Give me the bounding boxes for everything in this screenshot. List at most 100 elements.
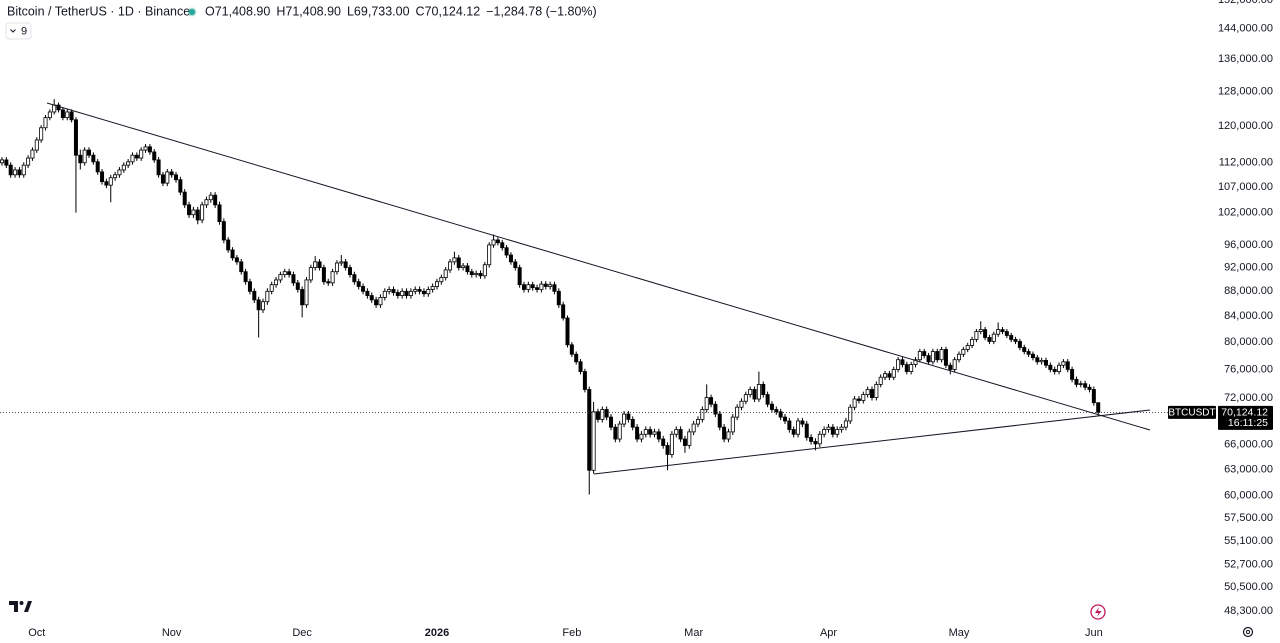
candle-body bbox=[500, 242, 505, 249]
candle-body bbox=[826, 426, 831, 430]
candle-body bbox=[1039, 360, 1044, 363]
candle-body bbox=[582, 371, 587, 390]
candle-body bbox=[95, 161, 100, 173]
candle-body bbox=[687, 431, 692, 446]
candle-body bbox=[295, 282, 300, 290]
candle-body bbox=[65, 111, 70, 119]
candle-body bbox=[1048, 364, 1053, 370]
candle-body bbox=[417, 289, 422, 292]
candle-body bbox=[87, 149, 92, 156]
candle-body bbox=[404, 290, 409, 296]
candle-body bbox=[452, 257, 457, 263]
candle-body bbox=[765, 394, 770, 405]
candle-body bbox=[530, 284, 535, 289]
candle-body bbox=[347, 267, 352, 276]
lightning-icon[interactable] bbox=[1090, 604, 1106, 620]
candle-body bbox=[465, 265, 470, 273]
candle-body bbox=[865, 389, 870, 395]
legend-value: H71,408.90 bbox=[276, 4, 341, 18]
candle-body bbox=[874, 383, 879, 398]
candle-body bbox=[13, 169, 18, 176]
y-tick-label: 66,000.00 bbox=[1224, 439, 1273, 451]
candle-body bbox=[730, 416, 735, 433]
candle-body bbox=[943, 349, 948, 366]
candle-body bbox=[1065, 361, 1070, 370]
candle-body bbox=[47, 111, 52, 119]
candle-body bbox=[543, 283, 548, 287]
candle-body bbox=[678, 429, 683, 440]
candle-body bbox=[817, 433, 822, 445]
status-dot bbox=[189, 9, 195, 15]
y-tick-label: 50,500.00 bbox=[1224, 581, 1273, 593]
candle-body bbox=[600, 409, 605, 420]
trend-line[interactable] bbox=[46, 102, 1151, 431]
candle-body bbox=[317, 261, 322, 269]
x-tick-label: Nov bbox=[162, 627, 182, 639]
candle-body bbox=[539, 283, 544, 290]
candle-body bbox=[574, 353, 579, 363]
candle-body bbox=[1044, 360, 1049, 366]
candle-body bbox=[856, 398, 861, 401]
y-tick-label: 84,000.00 bbox=[1224, 310, 1273, 322]
x-tick-label: 2026 bbox=[425, 627, 449, 639]
y-tick-label: 48,300.00 bbox=[1224, 605, 1273, 617]
y-tick-label: 60,000.00 bbox=[1224, 489, 1273, 501]
candle-body bbox=[217, 204, 222, 222]
indicator-toggle[interactable] bbox=[5, 22, 32, 40]
candle-body bbox=[830, 426, 835, 435]
candle-body bbox=[896, 359, 901, 370]
candle-body bbox=[282, 271, 287, 276]
candle-body bbox=[178, 179, 183, 193]
candle-body bbox=[643, 429, 648, 435]
trend-line[interactable] bbox=[593, 409, 1151, 475]
candle-body bbox=[400, 290, 405, 296]
candle-body bbox=[935, 351, 940, 361]
candle-body bbox=[73, 119, 78, 156]
candle-body bbox=[617, 423, 622, 440]
candle-body bbox=[8, 164, 13, 176]
candle-body bbox=[461, 265, 466, 269]
candle-body bbox=[1017, 341, 1022, 348]
candle-body bbox=[339, 261, 344, 264]
x-tick-label: Jun bbox=[1085, 627, 1103, 639]
candle-body bbox=[56, 104, 61, 111]
candle-body bbox=[822, 429, 827, 435]
y-tick-label: 102,000.00 bbox=[1218, 207, 1273, 219]
y-tick-label: 96,000.00 bbox=[1224, 239, 1273, 251]
ohlc-legend: O71,408.90 H71,408.90 L69,733.00 C70,124.12… bbox=[205, 4, 597, 18]
candle-body bbox=[191, 209, 196, 216]
candle-body bbox=[52, 104, 57, 113]
candle-body bbox=[313, 261, 318, 269]
candle-body bbox=[195, 209, 200, 221]
candle-body bbox=[121, 164, 126, 171]
candle-body bbox=[787, 420, 792, 430]
candle-body bbox=[430, 286, 435, 290]
candle-body bbox=[378, 297, 383, 306]
candle-body bbox=[843, 420, 848, 428]
candle-body bbox=[809, 437, 814, 442]
candle-body bbox=[4, 159, 9, 166]
candle-body bbox=[922, 351, 927, 357]
candle-body bbox=[204, 199, 209, 206]
candle-body bbox=[761, 383, 766, 395]
x-tick-label: Oct bbox=[28, 627, 45, 639]
candle-body bbox=[1000, 329, 1005, 332]
countdown: 16:11:25 bbox=[1228, 417, 1268, 429]
candle-body bbox=[717, 413, 722, 428]
candle-body bbox=[173, 174, 178, 181]
candle-body bbox=[17, 169, 22, 176]
candle-body bbox=[774, 409, 779, 413]
candle-body bbox=[208, 194, 213, 201]
candle-body bbox=[565, 317, 570, 346]
tradingview-logo[interactable] bbox=[9, 601, 32, 612]
candle-body bbox=[1035, 357, 1040, 363]
candle-body bbox=[878, 376, 883, 385]
candle-body bbox=[278, 274, 283, 281]
candle-body bbox=[848, 406, 853, 422]
candle-body bbox=[709, 397, 714, 405]
candle-body bbox=[1013, 339, 1018, 342]
candle-body bbox=[60, 109, 65, 119]
candle-body bbox=[156, 159, 161, 176]
settings-icon[interactable] bbox=[1242, 626, 1254, 638]
candle-body bbox=[300, 289, 305, 306]
